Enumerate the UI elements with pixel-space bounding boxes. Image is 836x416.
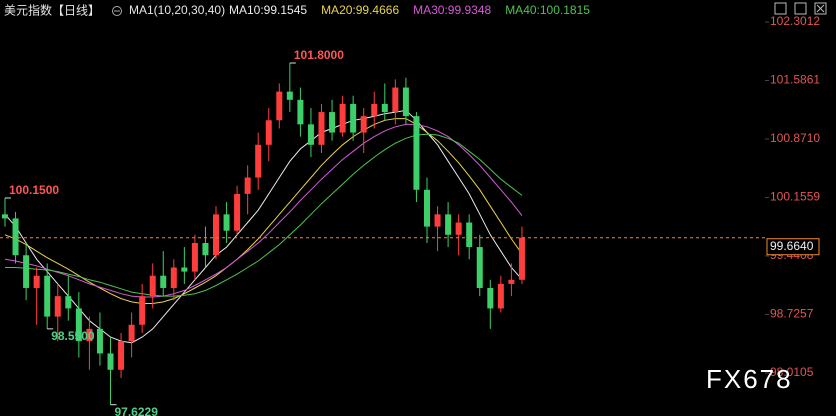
candle-body bbox=[128, 324, 135, 342]
candle-body bbox=[350, 103, 357, 133]
candle-body bbox=[54, 296, 61, 317]
legend-entry: MA40:100.1815 bbox=[505, 3, 590, 17]
candle-body bbox=[371, 103, 378, 117]
y-tick-label: 100.1559 bbox=[770, 190, 820, 204]
legend-entry: MA10:99.1545 bbox=[229, 3, 307, 17]
candle-body bbox=[518, 237, 525, 280]
candle-body bbox=[118, 341, 125, 370]
candle-body bbox=[286, 91, 293, 100]
candle-body bbox=[23, 255, 30, 288]
candle-body bbox=[329, 112, 336, 133]
candle-body bbox=[202, 242, 209, 256]
annotation-label: 100.1500 bbox=[9, 183, 59, 197]
candle-body bbox=[234, 193, 241, 231]
candle-body bbox=[2, 214, 8, 219]
expand-button[interactable] bbox=[774, 2, 787, 15]
candle-body bbox=[307, 124, 314, 145]
candle-body bbox=[476, 247, 483, 288]
candle-body bbox=[318, 112, 325, 145]
legend-entry: MA20:99.4666 bbox=[321, 3, 399, 17]
y-tick-label: 98.0105 bbox=[770, 365, 814, 379]
candle-body bbox=[86, 328, 93, 342]
close-glyph bbox=[816, 4, 825, 13]
chart-title: 美元指数【日线】 bbox=[4, 3, 100, 18]
current-price-box bbox=[766, 238, 820, 256]
ma-line bbox=[4, 123, 523, 298]
candle-body bbox=[170, 267, 177, 288]
watermark: FX678 bbox=[706, 364, 793, 394]
ma-line bbox=[5, 133, 523, 297]
candle-body bbox=[96, 328, 103, 354]
y-tick-label: 98.7257 bbox=[770, 307, 814, 321]
candle-body bbox=[487, 287, 494, 309]
settings-icon[interactable] bbox=[112, 6, 122, 16]
ma-line bbox=[4, 118, 523, 304]
candle-body bbox=[413, 116, 420, 190]
candle-body bbox=[255, 144, 262, 178]
candle-body bbox=[12, 218, 19, 256]
candle-body bbox=[181, 267, 188, 272]
close-button[interactable] bbox=[814, 2, 827, 15]
restore-button[interactable] bbox=[794, 2, 807, 15]
candle-body bbox=[244, 177, 251, 194]
indicator-label: MA1(10,20,30,40) bbox=[129, 3, 225, 17]
y-tick-label: 100.8710 bbox=[770, 131, 820, 145]
annotation-label: 101.8000 bbox=[294, 48, 344, 62]
candle-body bbox=[65, 296, 72, 309]
candle-body bbox=[265, 120, 272, 145]
plot-area bbox=[2, 62, 525, 405]
candle-body bbox=[402, 87, 409, 117]
y-tick-label: 101.5861 bbox=[770, 73, 820, 87]
candle-body bbox=[213, 214, 219, 256]
candle-body bbox=[297, 99, 304, 125]
candle-body bbox=[434, 214, 441, 227]
candle-body bbox=[33, 275, 40, 288]
candle-body bbox=[392, 87, 399, 113]
legend-entry: MA30:99.9348 bbox=[413, 3, 491, 17]
candle-body bbox=[466, 222, 473, 248]
candle-body bbox=[455, 222, 462, 235]
candle-body bbox=[160, 275, 167, 288]
candle-body bbox=[445, 214, 452, 235]
candle-body bbox=[75, 308, 82, 342]
y-tick-label: 102.3012 bbox=[770, 14, 820, 28]
current-price-label: 99.6640 bbox=[770, 239, 814, 253]
candle-body bbox=[381, 103, 388, 113]
candle-body bbox=[339, 103, 346, 133]
candle-body bbox=[497, 283, 504, 309]
candle-body bbox=[223, 214, 230, 231]
window-controls bbox=[774, 2, 827, 15]
candle-body bbox=[276, 91, 283, 121]
ma-line bbox=[4, 109, 523, 344]
candle-body bbox=[139, 296, 146, 325]
candle-body bbox=[149, 275, 156, 297]
annotation-label: 98.5500 bbox=[51, 329, 95, 343]
candle-body bbox=[508, 279, 515, 284]
candle-body bbox=[191, 242, 198, 272]
candle-body bbox=[424, 189, 430, 227]
candle-body bbox=[360, 116, 367, 133]
candle-body bbox=[107, 353, 114, 370]
candle-body bbox=[44, 275, 51, 317]
annotation-label: 97.6229 bbox=[115, 405, 159, 416]
